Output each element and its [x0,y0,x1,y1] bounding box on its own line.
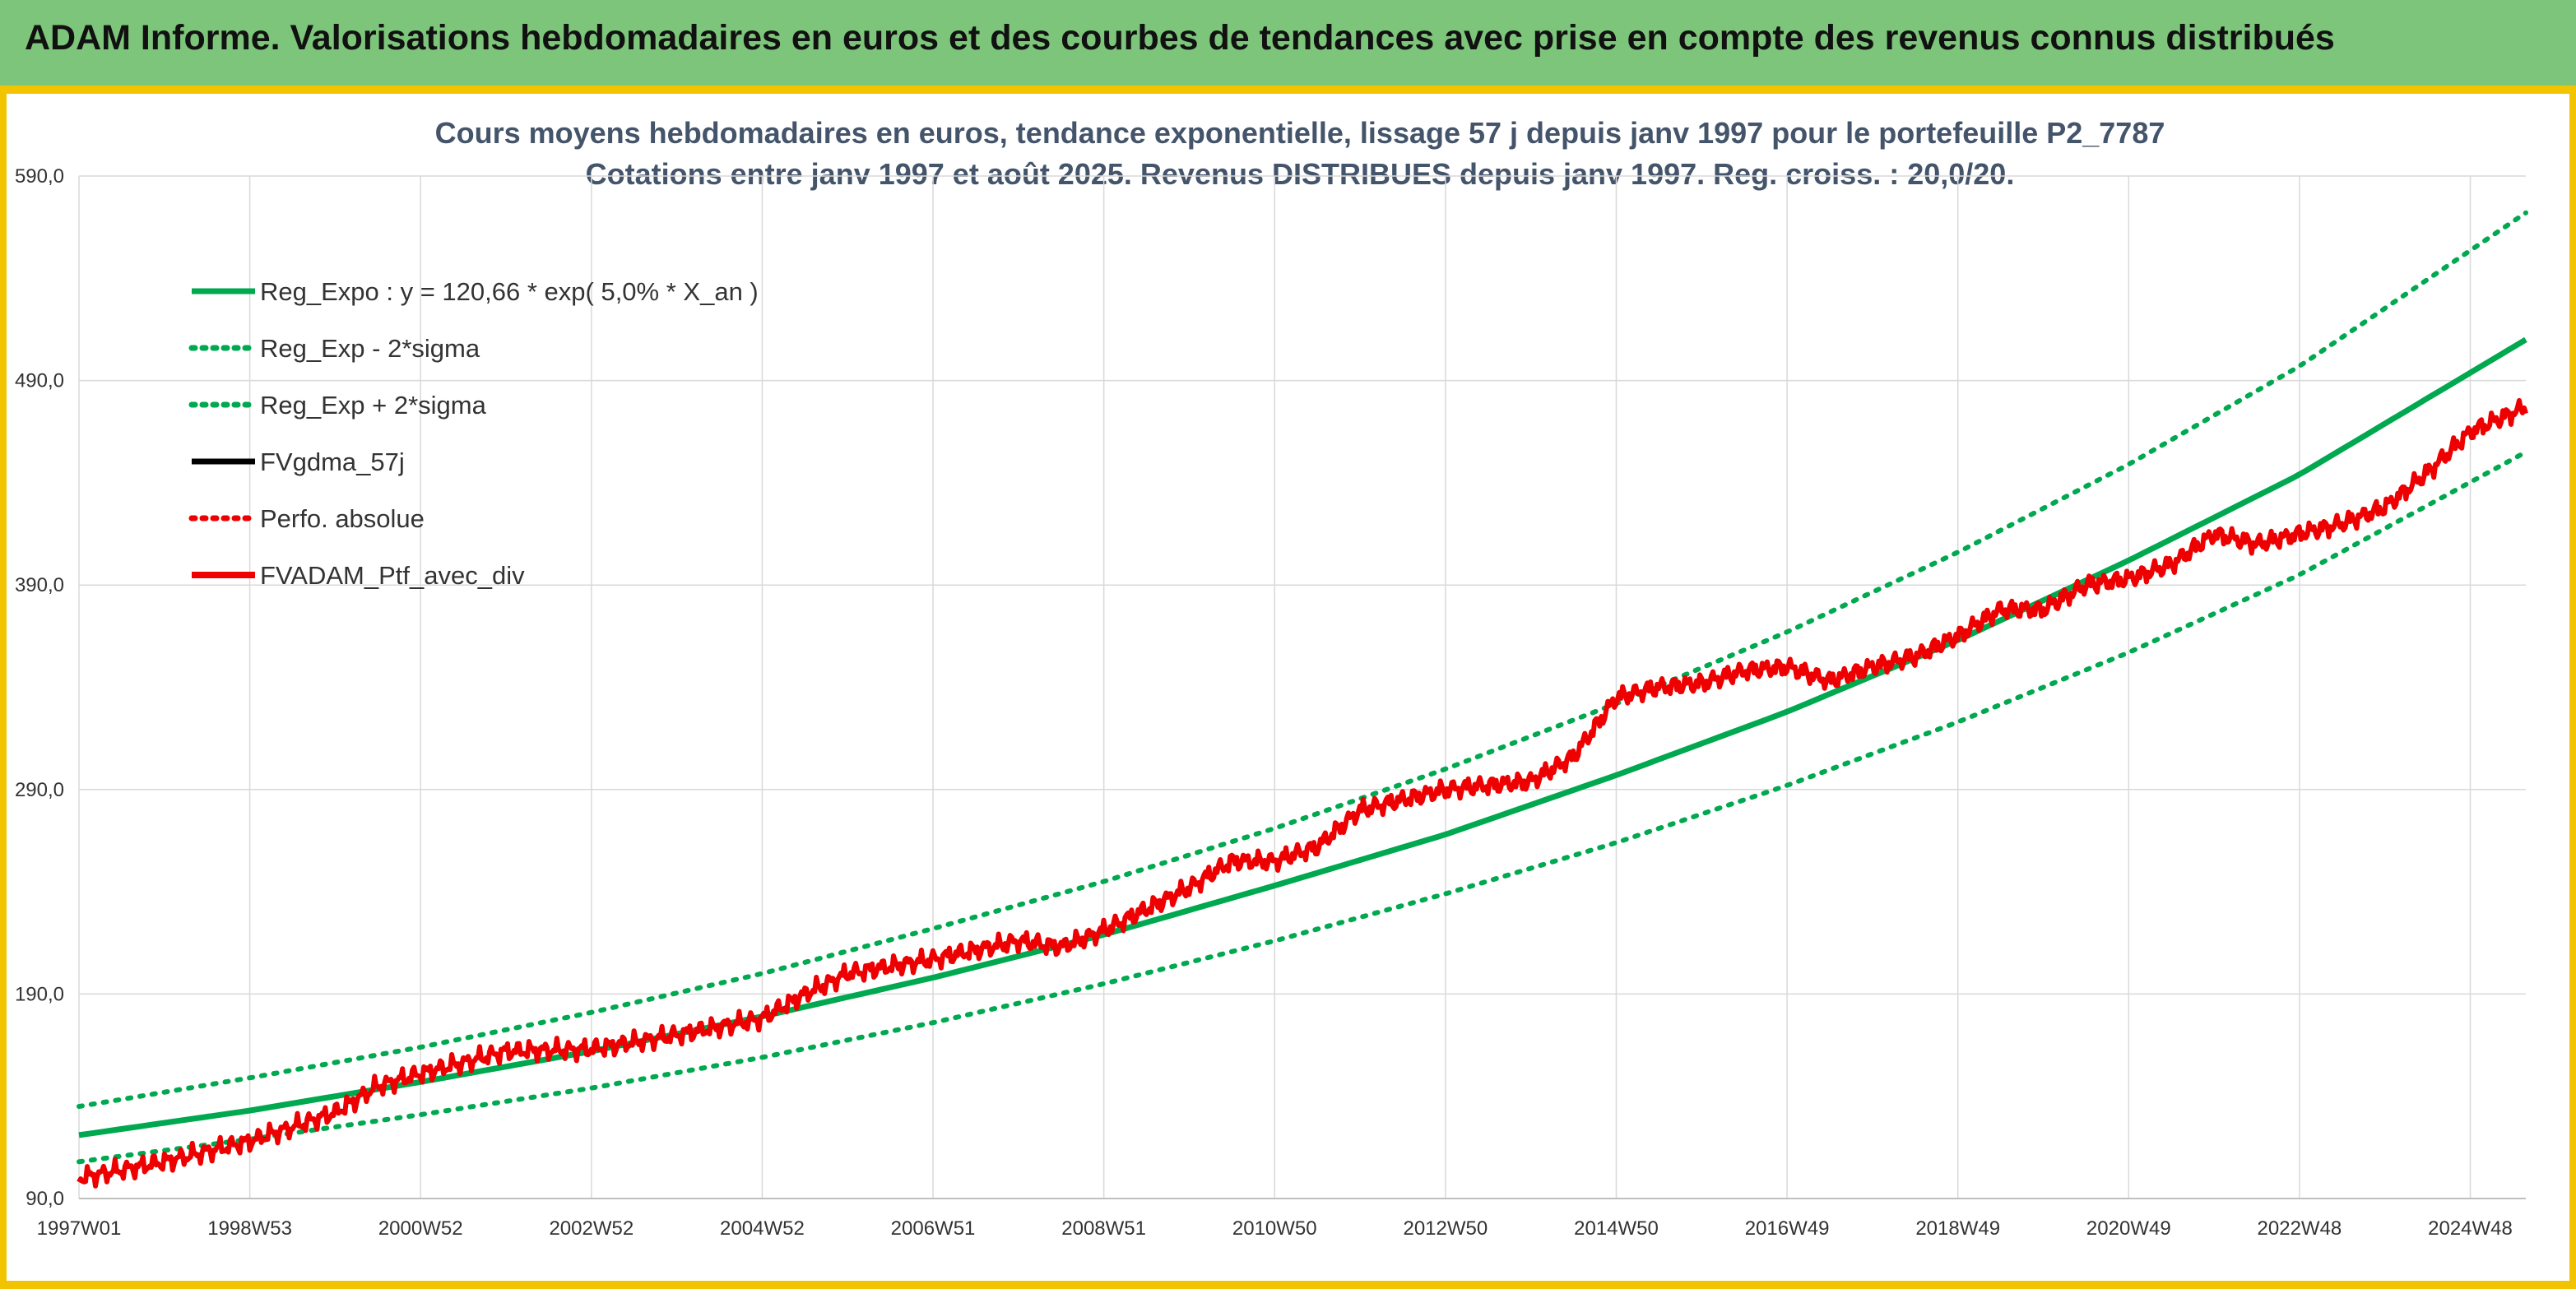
series-reg-plus-2sigma [77,210,2528,1110]
chart-panel: Cours moyens hebdomadaires en euros, ten… [7,94,2569,1281]
x-tick-label: 2010W50 [1232,1217,1317,1240]
y-tick-label: 390,0 [15,574,64,596]
y-tick-label: 290,0 [15,779,64,801]
legend-label: Perfo. absolue [260,504,425,533]
x-tick-label: 2014W50 [1574,1217,1659,1240]
y-tick-label: 190,0 [15,983,64,1005]
x-tick-label: 2000W52 [378,1217,463,1240]
x-tick-label: 2022W48 [2258,1217,2342,1240]
x-tick-label: 2012W50 [1403,1217,1488,1240]
legend: Reg_Expo : y = 120,66 * exp( 5,0% * X_an… [188,277,759,590]
x-tick-label: 2020W49 [2086,1217,2171,1240]
grid [78,175,2526,1199]
header-bar: ADAM Informe. Valorisations hebdomadaire… [0,0,2576,86]
y-tick-label: 590,0 [15,165,64,188]
line-chart: Cours moyens hebdomadaires en euros, ten… [15,116,2528,1240]
x-tick-label: 2016W49 [1745,1217,1830,1240]
chart-title: Cours moyens hebdomadaires en euros, ten… [435,116,2165,150]
series-fvadam-ptf-avec-div [77,397,2528,1189]
series-reg-minus-2sigma [77,449,2528,1165]
x-tick-label: 2006W51 [891,1217,976,1240]
accent-border-top [0,86,2576,94]
y-tick-label: 90,0 [26,1188,64,1210]
y-tick-label: 490,0 [15,370,64,392]
x-tick-label: 2024W48 [2428,1217,2513,1240]
page-title: ADAM Informe. Valorisations hebdomadaire… [25,18,2335,58]
series-group [77,210,2528,1189]
x-tick-label: 2002W52 [549,1217,634,1240]
series-reg-expo [78,336,2527,1138]
legend-label: Reg_Expo : y = 120,66 * exp( 5,0% * X_an… [260,277,759,306]
x-tick-label: 2008W51 [1061,1217,1146,1240]
axes: 590,0 490,0 390,0 290,0 190,0 90,0 1997W01 1998… [15,165,2526,1240]
legend-label: Reg_Exp + 2*sigma [260,391,487,420]
accent-border-bottom [0,1281,2576,1289]
x-tick-label: 1998W53 [207,1217,292,1240]
chart-subtitle: Cotations entre janv 1997 et août 2025. … [586,157,2015,191]
legend-label: Reg_Exp - 2*sigma [260,334,480,363]
accent-border-left [0,86,7,1289]
x-tick-label: 2004W52 [720,1217,805,1240]
legend-label: FVgdma_57j [260,447,405,476]
series-perfo-absolue [77,400,2527,1186]
accent-border-right [2569,86,2576,1289]
series-fvgdma-57j [77,401,2528,1185]
x-tick-label: 1997W01 [37,1217,122,1240]
x-tick-label: 2018W49 [1915,1217,2000,1240]
legend-label: FVADAM_Ptf_avec_div [260,561,525,590]
